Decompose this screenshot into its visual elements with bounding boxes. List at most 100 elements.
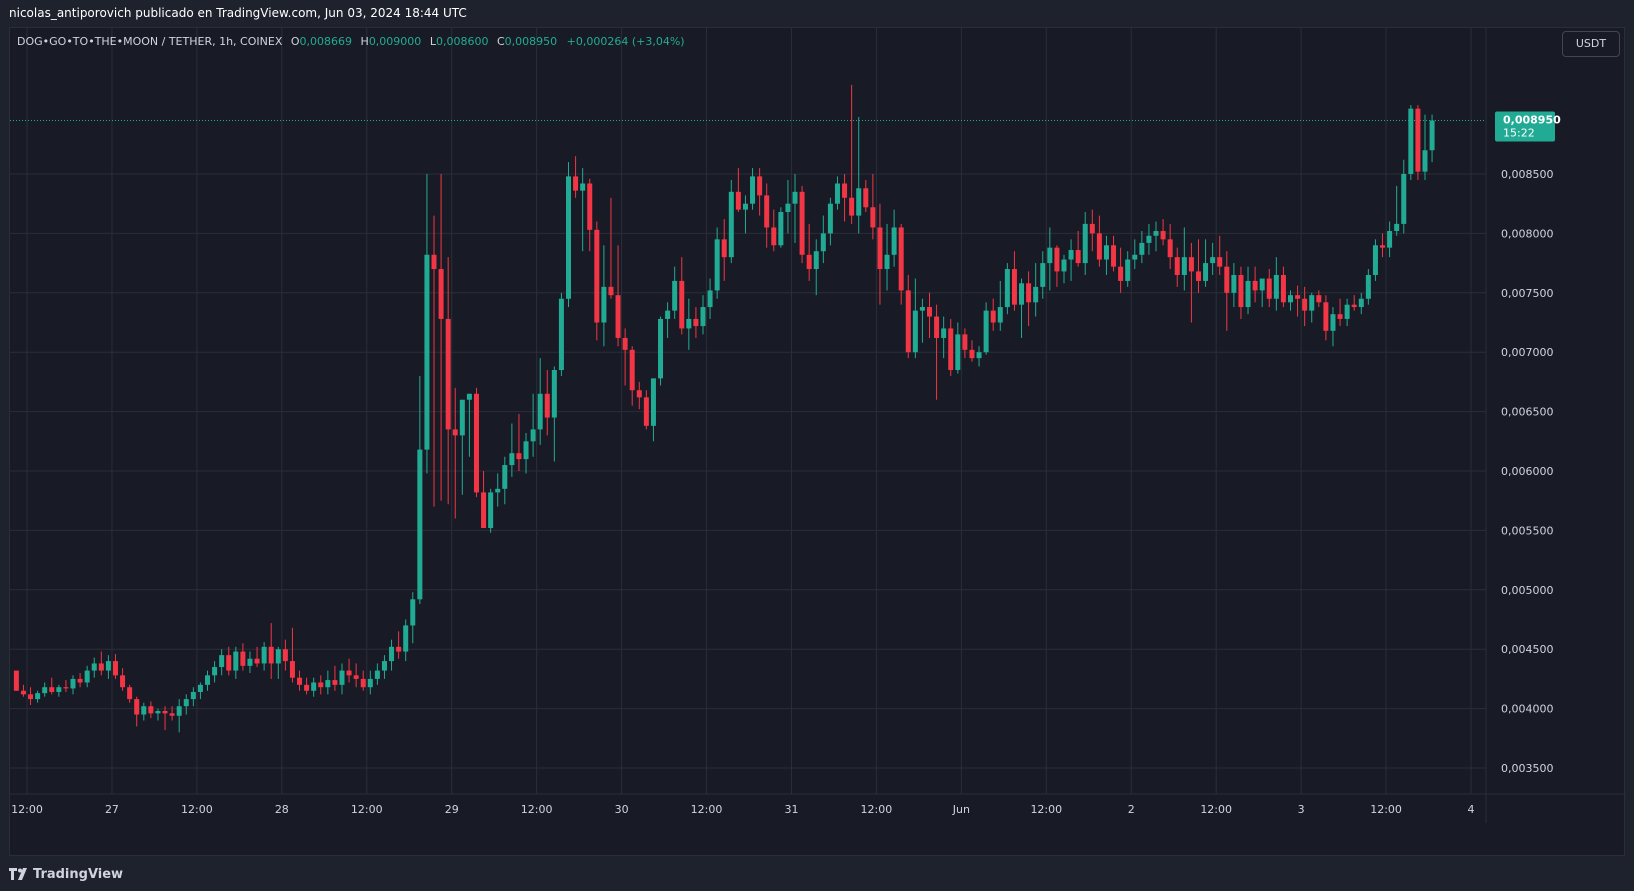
candle-body[interactable] xyxy=(28,694,34,700)
candle-body[interactable] xyxy=(1330,314,1336,331)
candle-body[interactable] xyxy=(969,349,975,359)
candle-body[interactable] xyxy=(863,188,869,208)
candle-body[interactable] xyxy=(799,191,805,255)
candle-body[interactable] xyxy=(346,670,352,676)
candle-body[interactable] xyxy=(636,390,642,398)
candle-body[interactable] xyxy=(792,191,798,204)
candle-body[interactable] xyxy=(693,318,699,327)
candle-body[interactable] xyxy=(1146,235,1152,243)
candle-body[interactable] xyxy=(757,176,763,196)
candle-body[interactable] xyxy=(91,663,97,671)
candle-body[interactable] xyxy=(544,393,550,418)
candle-body[interactable] xyxy=(509,453,515,466)
candle-body[interactable] xyxy=(445,318,451,430)
candle-body[interactable] xyxy=(813,251,819,270)
candle-body[interactable] xyxy=(934,316,940,338)
candle-body[interactable] xyxy=(1372,245,1378,275)
candle-body[interactable] xyxy=(1082,223,1088,264)
candle-body[interactable] xyxy=(1252,280,1258,291)
candle-body[interactable] xyxy=(205,675,210,685)
candle-body[interactable] xyxy=(742,203,748,210)
candle-body[interactable] xyxy=(1365,274,1371,299)
candle-body[interactable] xyxy=(1174,257,1180,275)
candle-body[interactable] xyxy=(1132,254,1138,260)
candle-body[interactable] xyxy=(997,307,1003,323)
candle-body[interactable] xyxy=(233,651,239,671)
candle-body[interactable] xyxy=(438,269,444,319)
candle-body[interactable] xyxy=(785,203,791,213)
candle-body[interactable] xyxy=(870,207,876,228)
candle-body[interactable] xyxy=(849,197,855,216)
candle-body[interactable] xyxy=(1394,223,1400,232)
candle-body[interactable] xyxy=(105,661,111,671)
candle-body[interactable] xyxy=(905,290,911,353)
candle-body[interactable] xyxy=(1401,174,1407,224)
candle-body[interactable] xyxy=(481,492,487,529)
candle-body[interactable] xyxy=(714,239,720,291)
candle-body[interactable] xyxy=(1245,280,1251,308)
candle-body[interactable] xyxy=(530,429,536,442)
candle-body[interactable] xyxy=(1026,283,1032,303)
candle-body[interactable] xyxy=(622,337,628,350)
candle-body[interactable] xyxy=(948,328,954,371)
candle-body[interactable] xyxy=(658,318,664,379)
candle-body[interactable] xyxy=(672,280,678,311)
candle-body[interactable] xyxy=(927,307,932,317)
candle-body[interactable] xyxy=(247,658,253,666)
candle-body[interactable] xyxy=(403,625,409,652)
candle-body[interactable] xyxy=(764,195,770,228)
price-chart[interactable]: 0,003500 0,004000 0,004500 0,005000 0,005500… xyxy=(10,28,1626,857)
candle-body[interactable] xyxy=(721,239,727,258)
candle-body[interactable] xyxy=(1302,298,1308,311)
candle-body[interactable] xyxy=(941,328,947,338)
candle-body[interactable] xyxy=(537,393,543,430)
candle-body[interactable] xyxy=(431,254,437,270)
candle-body[interactable] xyxy=(219,655,225,668)
candle-body[interactable] xyxy=(197,684,203,692)
candle-body[interactable] xyxy=(1068,250,1074,260)
candle-body[interactable] xyxy=(891,227,897,255)
candle-body[interactable] xyxy=(1139,242,1145,255)
candle-body[interactable] xyxy=(120,675,126,688)
candle-body[interactable] xyxy=(332,680,338,685)
candle-body[interactable] xyxy=(650,378,656,426)
candle-body[interactable] xyxy=(898,227,904,291)
candle-body[interactable] xyxy=(424,254,430,450)
candle-body[interactable] xyxy=(707,290,713,308)
candle-body[interactable] xyxy=(1280,274,1286,303)
candle-body[interactable] xyxy=(1040,263,1046,287)
candle-body[interactable] xyxy=(261,646,267,664)
candle-body[interactable] xyxy=(325,680,331,688)
candle-body[interactable] xyxy=(679,280,685,329)
candle-body[interactable] xyxy=(1047,247,1053,264)
candle-body[interactable] xyxy=(1224,266,1230,293)
candle-body[interactable] xyxy=(1231,274,1237,293)
candle-body[interactable] xyxy=(827,203,833,234)
candle-body[interactable] xyxy=(176,706,182,716)
candle-body[interactable] xyxy=(226,655,232,671)
candle-body[interactable] xyxy=(1422,150,1428,172)
candle-body[interactable] xyxy=(587,183,593,230)
candle-body[interactable] xyxy=(1153,231,1159,236)
candle-body[interactable] xyxy=(912,310,918,353)
candle-body[interactable] xyxy=(1288,295,1293,303)
candle-body[interactable] xyxy=(1188,257,1194,272)
candle-body[interactable] xyxy=(1033,286,1039,303)
currency-button[interactable]: USDT xyxy=(1562,31,1620,57)
candle-body[interactable] xyxy=(381,661,387,671)
candle-body[interactable] xyxy=(1316,295,1322,303)
candle-body[interactable] xyxy=(643,397,649,426)
candle-body[interactable] xyxy=(42,687,48,694)
candle-body[interactable] xyxy=(1295,295,1301,299)
candle-body[interactable] xyxy=(750,176,756,204)
candle-body[interactable] xyxy=(452,429,458,436)
candle-body[interactable] xyxy=(339,670,345,685)
candle-body[interactable] xyxy=(877,227,883,270)
candle-body[interactable] xyxy=(63,687,69,689)
candle-body[interactable] xyxy=(1019,283,1025,305)
candle-body[interactable] xyxy=(990,310,996,323)
candle-body[interactable] xyxy=(700,307,706,327)
candle-body[interactable] xyxy=(1061,259,1067,272)
candle-body[interactable] xyxy=(304,684,310,691)
candle-body[interactable] xyxy=(495,488,501,493)
